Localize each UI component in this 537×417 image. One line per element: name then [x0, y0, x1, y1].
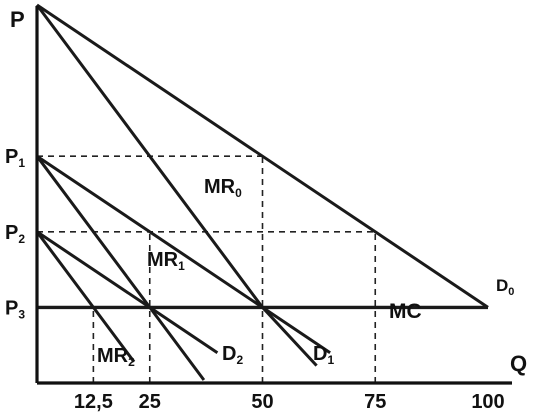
y-tick-label-3: P3 [5, 297, 25, 321]
curve-label-mr2-base: MR [97, 345, 129, 367]
x-tick-label-5: 100 [471, 391, 504, 413]
curve-mr2 [35, 230, 136, 363]
curve-label-mr2-sub: 2 [128, 355, 135, 369]
curve-label-d2-base: D [222, 343, 236, 365]
y-tick-label-3-base: P [5, 297, 18, 319]
x-tick-label-1: 12,5 [74, 391, 113, 413]
curve-label-d2-sub: 2 [236, 353, 243, 367]
curve-label-mc-base: MC [389, 300, 422, 323]
curve-label-d1-base: D [313, 343, 327, 365]
curve-label-d0-sub: 0 [508, 286, 514, 298]
curve-label-d0: D0 [496, 276, 514, 298]
curve-label-mr1-base: MR [147, 249, 179, 271]
y-tick-label-2-sub: 2 [18, 232, 25, 246]
curve-label-mr1: MR1 [147, 249, 185, 273]
x-tick-label-3: 50 [251, 391, 273, 413]
curve-label-mr0-sub: 0 [235, 186, 242, 200]
curve-d0 [36, 3, 489, 309]
y-axis-label: P [10, 7, 25, 32]
curve-label-d0-base: D [496, 276, 508, 295]
y-tick-label-1-base: P [5, 146, 18, 168]
y-tick-label-2: P2 [5, 222, 25, 246]
x-axis-label-base: Q [510, 351, 527, 376]
y-tick-label-1-sub: 1 [18, 156, 25, 170]
curve-label-mr0-base: MR [204, 176, 236, 198]
curve-label-mr2: MR2 [97, 345, 135, 369]
y-tick-label-3-sub: 3 [18, 307, 25, 321]
y-tick-label-2-base: P [5, 222, 18, 244]
curve-d1 [36, 154, 331, 355]
x-tick-label-4: 75 [364, 391, 386, 413]
x-tick-label-2: 25 [139, 391, 161, 413]
y-tick-label-1: P1 [5, 146, 25, 170]
curve-label-d1-sub: 1 [327, 353, 334, 367]
curve-label-d1: D1 [313, 343, 334, 367]
curve-label-d2: D2 [222, 343, 243, 367]
y-axis-label-base: P [10, 7, 25, 32]
x-axis-label: Q [510, 351, 527, 376]
curve-label-mr0: MR0 [204, 176, 242, 200]
curve-label-mc: MC [389, 300, 422, 323]
curve-label-mr1-sub: 1 [178, 259, 185, 273]
curve-d2 [36, 230, 219, 355]
